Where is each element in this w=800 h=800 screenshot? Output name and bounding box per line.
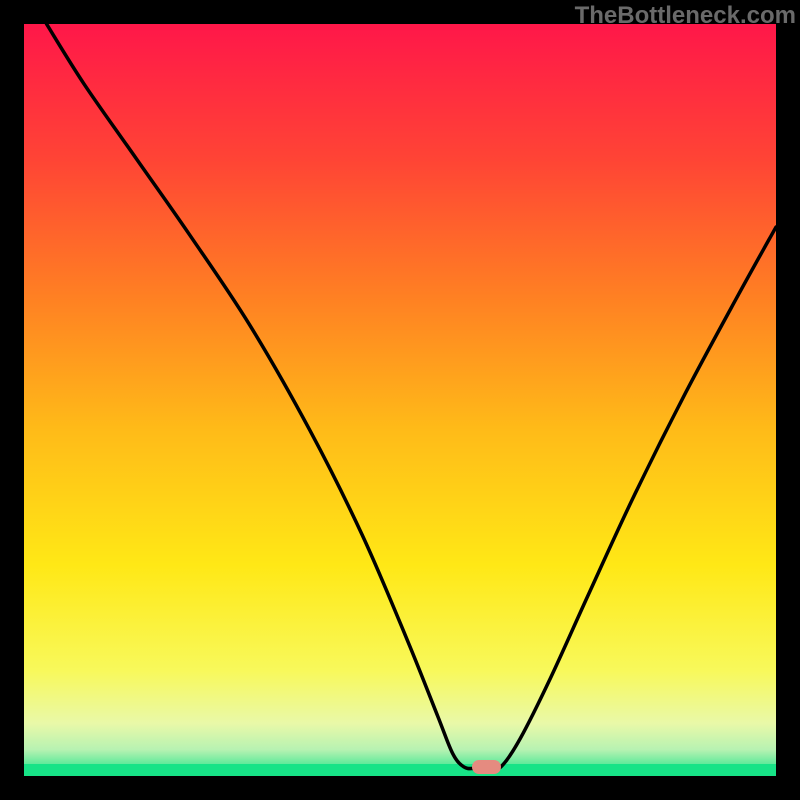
bottleneck-chart: TheBottleneck.com — [0, 0, 800, 800]
optimal-zone-band — [24, 764, 776, 776]
background-gradient — [24, 24, 776, 776]
plot-area — [24, 24, 776, 776]
current-config-marker — [472, 760, 501, 774]
